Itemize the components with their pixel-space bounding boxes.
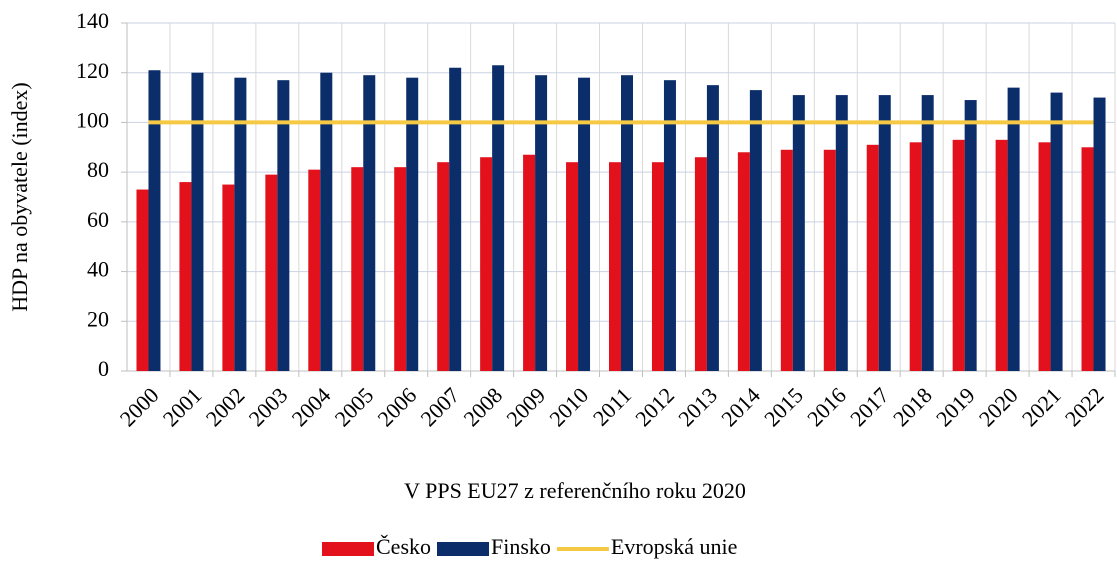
bar [780, 149, 793, 371]
bar [222, 184, 235, 371]
x-tick-label: 2011 [588, 382, 636, 430]
y-tick-label: 0 [98, 356, 109, 381]
bar [394, 167, 407, 371]
legend-label: Česko [376, 534, 431, 559]
bar [437, 162, 450, 371]
x-tick-label: 2013 [673, 382, 722, 431]
bar [1050, 92, 1063, 371]
y-tick-label: 120 [76, 58, 109, 83]
legend-swatch [437, 542, 489, 556]
x-tick-label: 2003 [244, 382, 293, 431]
bar [878, 95, 891, 371]
bar [191, 72, 204, 371]
x-tick-label: 2005 [330, 382, 379, 431]
bar [866, 144, 879, 371]
y-tick-label: 40 [87, 257, 109, 282]
bar [706, 85, 719, 372]
bar [265, 174, 278, 371]
x-tick-label: 2019 [931, 382, 980, 431]
legend-swatch [322, 542, 374, 556]
bar [320, 72, 333, 371]
bar [621, 75, 633, 371]
x-tick-label: 2018 [888, 382, 937, 431]
bar [921, 95, 934, 371]
bar [566, 162, 579, 371]
y-tick-label: 80 [87, 157, 109, 182]
y-tick-label: 140 [76, 8, 109, 33]
bar [835, 95, 848, 371]
x-tick-label: 2006 [373, 382, 422, 431]
x-tick-label: 2016 [802, 382, 851, 431]
bar [952, 139, 965, 371]
bar [1093, 97, 1106, 372]
bar [363, 75, 376, 371]
x-tick-label: 2009 [501, 382, 550, 431]
x-tick-label: 2017 [845, 382, 894, 431]
bar [179, 182, 192, 371]
bar [1038, 142, 1051, 371]
x-tick-label: 2014 [716, 382, 765, 431]
bar [449, 67, 462, 371]
x-tick-label: 2010 [544, 382, 593, 431]
bar [406, 77, 419, 371]
bar [964, 100, 977, 372]
bar [578, 77, 591, 371]
bar [663, 80, 676, 372]
x-tick-label: 2004 [287, 382, 336, 431]
x-tick-label: 2000 [115, 382, 164, 431]
y-tick-label: 100 [76, 107, 109, 132]
y-tick-label: 20 [87, 306, 109, 331]
bar [909, 142, 922, 371]
x-tick-label: 2012 [630, 382, 679, 431]
bar [523, 154, 536, 371]
x-tick-label: 2021 [1017, 382, 1066, 431]
x-tick-label: 2001 [158, 382, 207, 431]
bar [651, 162, 664, 371]
x-tick-label: 2020 [974, 382, 1023, 431]
bar [492, 65, 505, 371]
bar [351, 167, 364, 371]
bar [1081, 147, 1094, 371]
bar [749, 90, 762, 371]
bar [480, 157, 493, 371]
y-tick-label: 60 [87, 207, 109, 232]
x-tick-label: 2022 [1060, 382, 1109, 431]
bar [694, 157, 707, 371]
bar [535, 75, 548, 371]
x-tick-label: 2015 [759, 382, 808, 431]
x-tick-label: 2008 [458, 382, 507, 431]
y-axis-title: HDP na obyvatele (index) [7, 82, 32, 312]
x-tick-label: 2002 [201, 382, 250, 431]
x-tick-label: 2007 [415, 382, 464, 431]
bar [792, 95, 805, 371]
bar [609, 162, 621, 371]
legend-label: Evropská unie [611, 534, 737, 559]
bar [148, 70, 161, 371]
bar [1007, 87, 1020, 371]
bar [823, 149, 836, 371]
bar [234, 77, 247, 371]
bar [737, 152, 750, 371]
x-axis-title: V PPS EU27 z referenčního roku 2020 [404, 478, 746, 503]
bar [995, 139, 1008, 371]
bar [277, 80, 290, 372]
bar [136, 189, 149, 371]
legend-label: Finsko [491, 534, 551, 559]
bar [308, 169, 321, 371]
